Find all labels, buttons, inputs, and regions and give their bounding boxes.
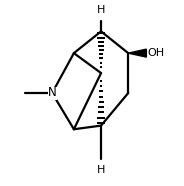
Text: N: N [48,86,56,100]
Text: H: H [97,5,105,15]
Text: OH: OH [147,48,164,58]
Polygon shape [128,49,146,57]
Text: H: H [97,166,105,175]
